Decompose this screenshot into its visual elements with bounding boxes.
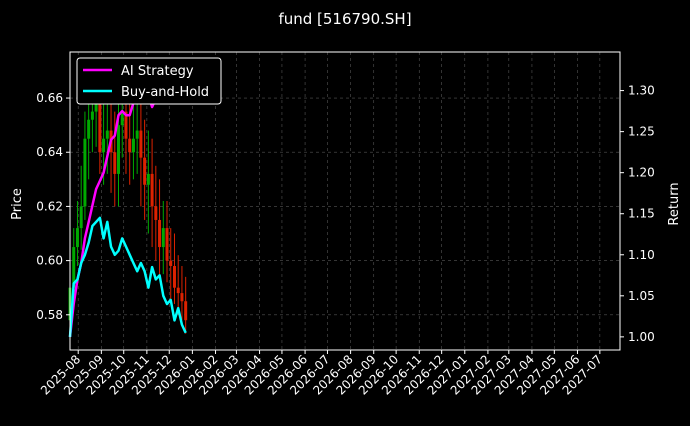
candle-body [169,260,173,267]
plot-frame [69,51,621,351]
left-axis-label: Price [10,188,25,220]
candle-body [161,228,165,248]
left-tick-label: 0.60 [36,254,63,268]
candle-body [158,219,162,248]
right-tick-label: 1.30 [628,84,655,98]
candle-body [105,130,109,139]
chart-title: fund [516790.SH] [278,10,411,28]
candle-body [176,287,180,294]
candle-body [184,301,188,321]
candle-body [150,173,154,207]
legend-label-ai-strategy: AI Strategy [121,64,194,79]
left-tick-label: 0.66 [36,91,63,105]
candle-body [120,111,124,126]
candle-body [139,130,143,158]
series-line-buy-and-hold [68,216,187,337]
left-tick-label: 0.62 [36,199,63,213]
candle-body [143,157,147,185]
candle-body [165,228,169,261]
right-axis: 1.00 1.05 1.10 1.15 1.20 1.25 1.30 [620,84,655,344]
candle-body [72,247,76,288]
candle-body [128,138,132,153]
candle-body [180,293,184,302]
right-tick-label: 1.10 [628,248,655,262]
candle-body [146,173,150,185]
right-tick-label: 1.00 [628,330,655,344]
legend-box [76,57,222,105]
left-tick-label: 0.64 [36,145,63,159]
right-tick-label: 1.05 [628,289,655,303]
candle-body [131,138,135,153]
grid-layer [70,52,620,350]
candle-body [83,138,87,207]
candle-body [98,98,102,153]
right-tick-label: 1.15 [628,207,655,221]
candle-body [94,98,98,112]
candle-body [102,138,106,153]
candle-body [75,228,79,248]
candle-body [135,130,139,139]
right-axis-label: Return [667,182,682,225]
candle-body [87,119,91,139]
candle-body [79,206,83,229]
candle-body [117,125,121,174]
left-axis: 0.58 0.60 0.62 0.64 0.66 [36,91,70,322]
left-tick-label: 0.58 [36,308,63,322]
right-tick-label: 1.20 [628,166,655,180]
candle-body [172,266,176,288]
candle-body [154,206,158,220]
right-tick-label: 1.25 [628,125,655,139]
candle-body [113,152,117,174]
legend: AI Strategy Buy-and-Hold [76,57,222,105]
legend-label-buy-and-hold: Buy-and-Hold [121,85,209,100]
candle-body [124,111,128,139]
candle-body [90,111,94,120]
